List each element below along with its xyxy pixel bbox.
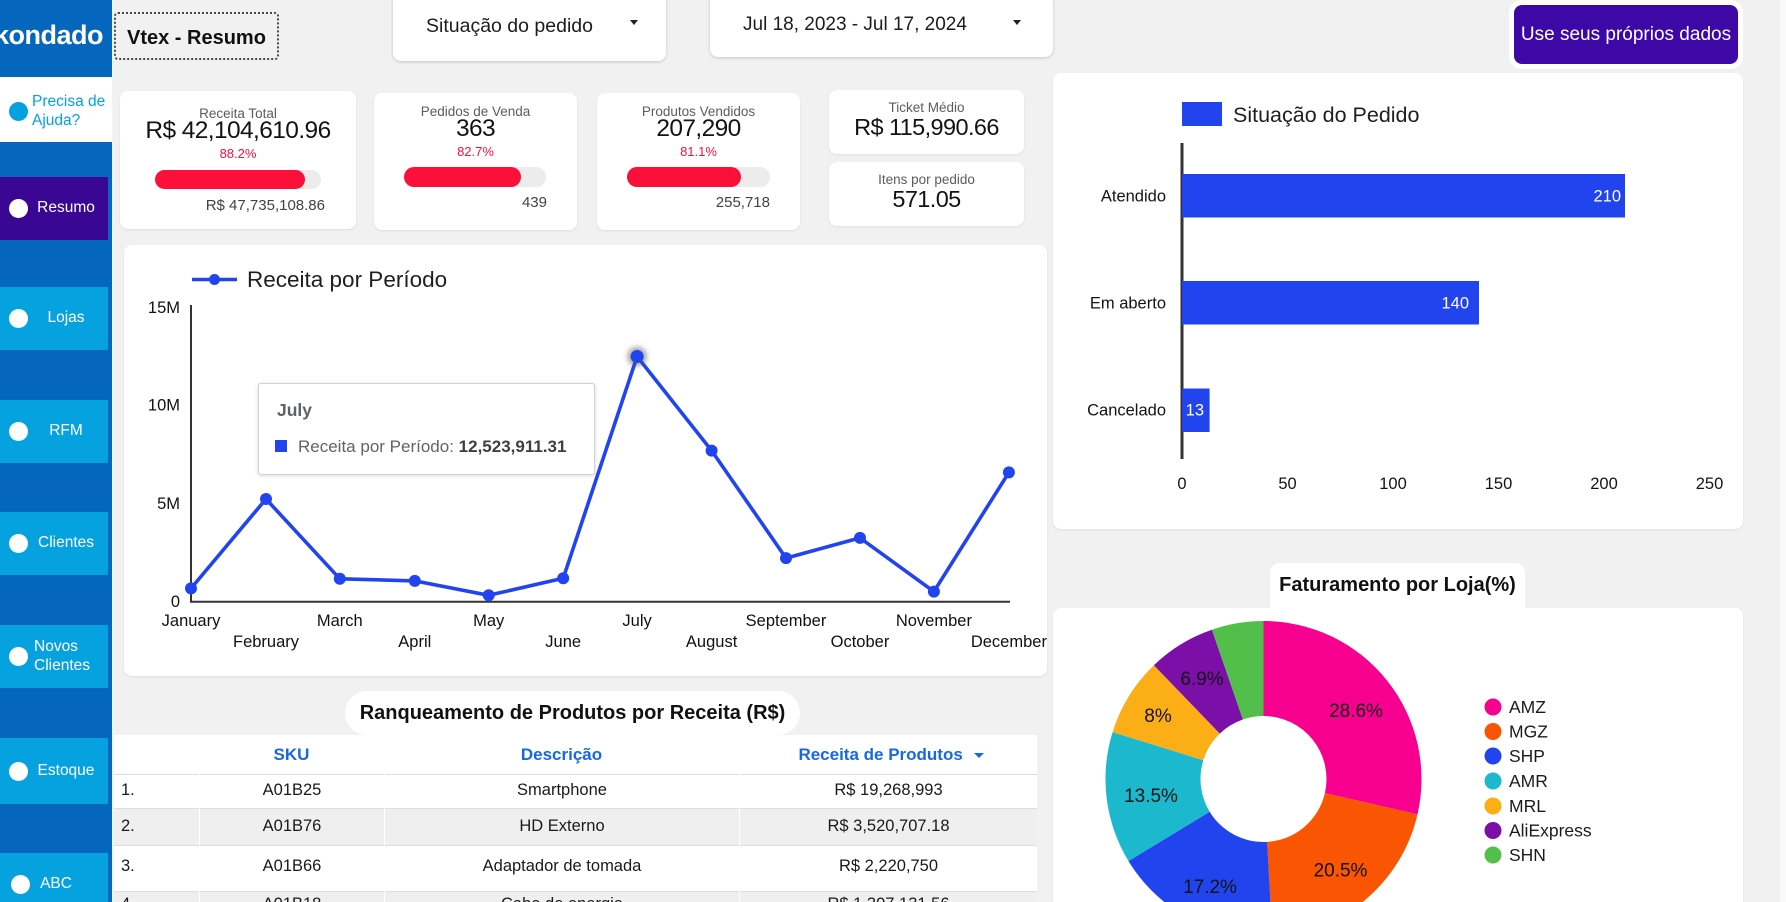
svg-text:January: January [162,612,221,630]
svg-text:April: April [398,633,431,651]
svg-text:AMZ: AMZ [1509,697,1546,717]
svg-text:0: 0 [1177,475,1186,493]
svg-text:SHP: SHP [1509,746,1545,766]
svg-text:February: February [233,633,300,651]
svg-text:March: March [317,612,363,630]
svg-text:AliExpress: AliExpress [1509,821,1592,841]
svg-text:Em aberto: Em aberto [1090,295,1166,313]
svg-text:10M: 10M [148,397,180,415]
svg-text:28.6%: 28.6% [1329,701,1383,722]
svg-text:MRL: MRL [1509,796,1546,816]
svg-text:September: September [746,612,827,630]
svg-text:May: May [473,612,505,630]
svg-text:December: December [971,633,1047,651]
svg-text:50: 50 [1278,475,1296,493]
svg-text:200: 200 [1590,475,1618,493]
svg-text:140: 140 [1441,295,1469,313]
svg-text:13.5%: 13.5% [1124,786,1178,807]
svg-text:November: November [896,612,973,630]
svg-text:Atendido: Atendido [1101,188,1166,206]
svg-text:AMR: AMR [1509,771,1548,791]
svg-text:8%: 8% [1144,706,1172,727]
svg-text:250: 250 [1696,475,1724,493]
svg-text:6.9%: 6.9% [1180,669,1223,690]
svg-text:15M: 15M [148,299,180,317]
svg-text:0: 0 [171,593,180,611]
svg-text:Situação do Pedido: Situação do Pedido [1233,103,1420,127]
svg-text:17.2%: 17.2% [1183,877,1237,898]
svg-text:210: 210 [1593,188,1621,206]
svg-text:5M: 5M [157,495,180,513]
svg-text:100: 100 [1379,475,1407,493]
svg-text:150: 150 [1485,475,1513,493]
svg-text:MGZ: MGZ [1509,722,1548,742]
svg-text:13: 13 [1186,402,1204,420]
svg-text:August: August [686,633,738,651]
svg-text:October: October [831,633,890,651]
svg-text:June: June [545,633,581,651]
svg-text:Receita por Período: Receita por Período [247,267,447,292]
svg-text:SHN: SHN [1509,845,1546,865]
svg-text:July: July [622,612,652,630]
svg-text:Cancelado: Cancelado [1087,402,1166,420]
svg-text:20.5%: 20.5% [1314,861,1368,882]
